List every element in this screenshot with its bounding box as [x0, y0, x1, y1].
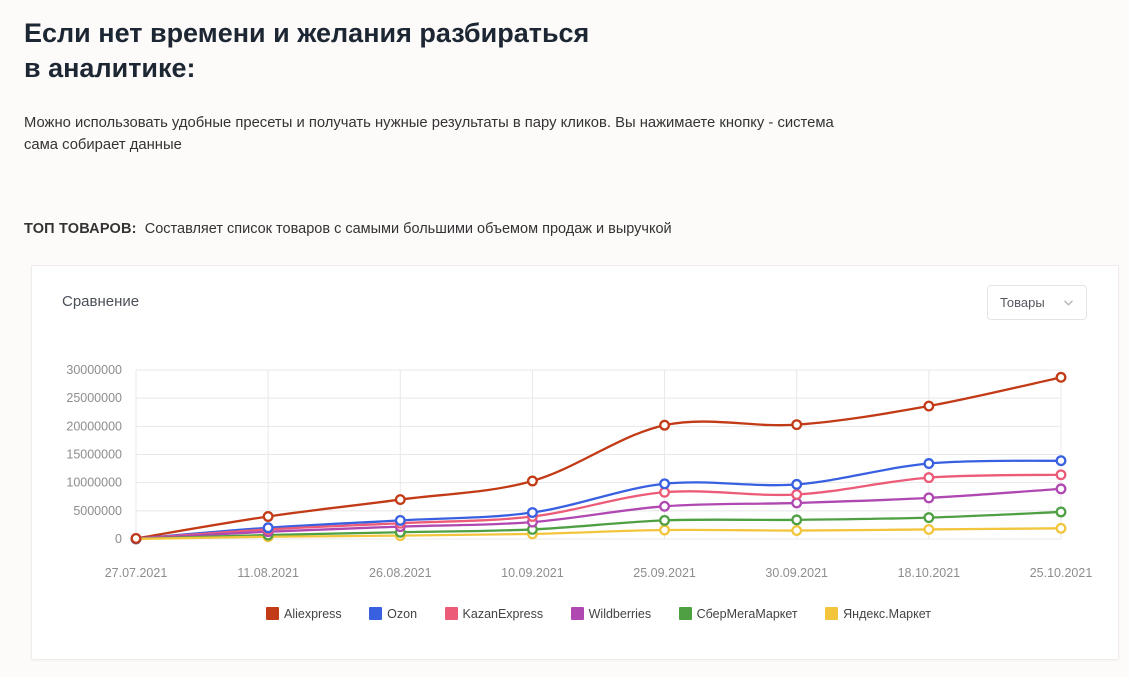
svg-text:10.09.2021: 10.09.2021	[501, 566, 564, 580]
svg-text:26.08.2021: 26.08.2021	[369, 566, 432, 580]
svg-text:25.09.2021: 25.09.2021	[633, 566, 696, 580]
svg-text:30000000: 30000000	[66, 363, 122, 377]
svg-text:15000000: 15000000	[66, 448, 122, 462]
svg-text:18.10.2021: 18.10.2021	[898, 566, 961, 580]
svg-text:20000000: 20000000	[66, 419, 122, 433]
svg-text:27.07.2021: 27.07.2021	[105, 566, 168, 580]
svg-text:0: 0	[115, 532, 122, 546]
svg-text:25000000: 25000000	[66, 391, 122, 405]
svg-text:5000000: 5000000	[73, 504, 122, 518]
svg-text:30.09.2021: 30.09.2021	[765, 566, 828, 580]
svg-text:10000000: 10000000	[66, 476, 122, 490]
svg-text:11.08.2021: 11.08.2021	[237, 566, 299, 580]
svg-text:25.10.2021: 25.10.2021	[1030, 566, 1093, 580]
